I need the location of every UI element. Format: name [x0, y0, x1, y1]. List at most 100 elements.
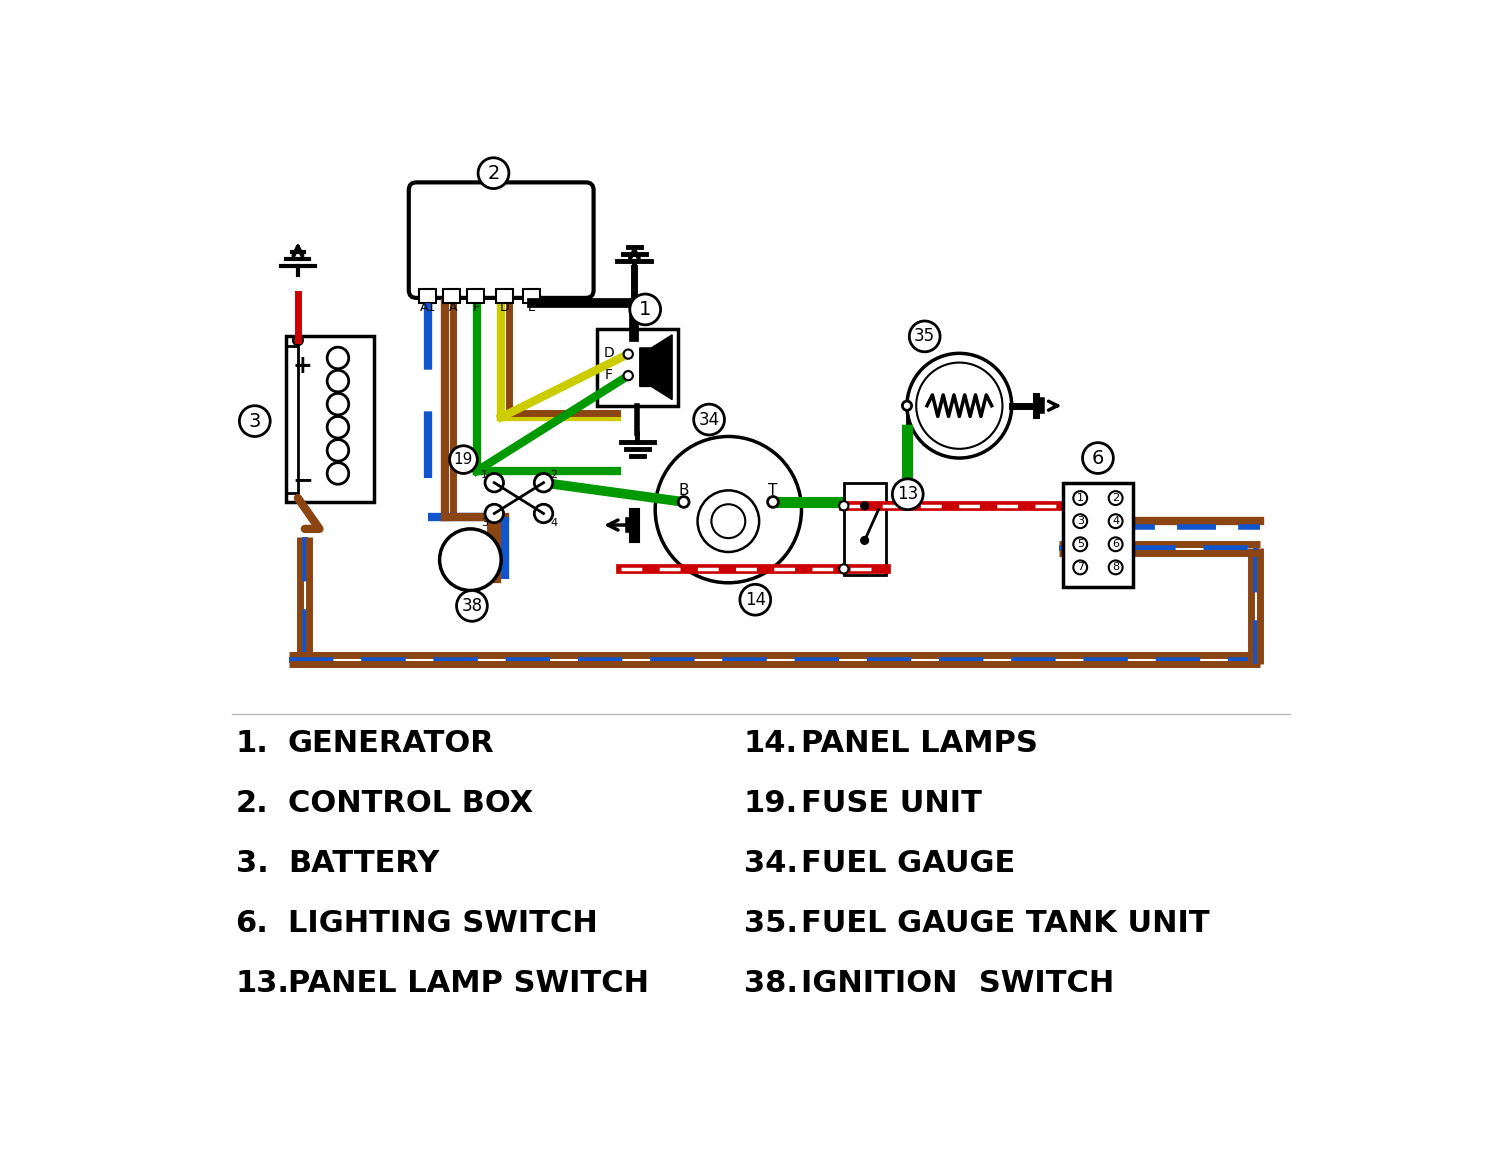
Bar	[444, 288, 460, 302]
Text: FUEL GAUGE: FUEL GAUGE	[802, 850, 1016, 879]
Text: −: −	[293, 468, 313, 492]
Text: 2: 2	[549, 470, 557, 480]
Text: FUSE UNIT: FUSE UNIT	[802, 789, 983, 818]
Circle shape	[916, 363, 1002, 449]
Text: 2: 2	[487, 163, 499, 183]
Text: E: E	[529, 301, 536, 314]
Text: LIGHTING SWITCH: LIGHTING SWITCH	[288, 909, 597, 938]
Circle shape	[1074, 560, 1087, 574]
Text: A: A	[448, 301, 457, 314]
Text: 35.: 35.	[744, 909, 797, 938]
Circle shape	[294, 336, 303, 345]
Text: 34.: 34.	[744, 850, 797, 879]
Text: D: D	[500, 301, 509, 314]
Circle shape	[456, 591, 487, 621]
Bar	[285, 336, 374, 502]
Text: 38: 38	[462, 596, 483, 615]
Circle shape	[535, 474, 552, 492]
Text: 8: 8	[1112, 562, 1120, 572]
Text: 19: 19	[454, 452, 474, 467]
Circle shape	[327, 462, 349, 484]
Circle shape	[478, 158, 509, 189]
Bar	[523, 288, 539, 302]
Text: 38.: 38.	[744, 970, 797, 998]
Text: 4: 4	[1112, 516, 1120, 526]
Circle shape	[903, 401, 912, 411]
Text: PANEL LAMP SWITCH: PANEL LAMP SWITCH	[288, 970, 649, 998]
Circle shape	[907, 354, 1011, 459]
Text: 7: 7	[1077, 562, 1084, 572]
Circle shape	[327, 440, 349, 461]
Text: A1: A1	[420, 301, 437, 314]
Text: 1.: 1.	[236, 729, 269, 759]
Text: 1: 1	[1077, 494, 1084, 503]
Text: PANEL LAMPS: PANEL LAMPS	[802, 729, 1038, 759]
Circle shape	[486, 474, 503, 492]
Text: 2.: 2.	[236, 789, 269, 818]
Circle shape	[679, 496, 689, 508]
Circle shape	[239, 406, 270, 436]
Circle shape	[839, 565, 848, 573]
Text: 1: 1	[639, 300, 652, 319]
Circle shape	[327, 347, 349, 369]
Text: 19.: 19.	[744, 789, 797, 818]
Text: 3: 3	[1077, 516, 1084, 526]
Text: 2: 2	[1112, 494, 1120, 503]
Circle shape	[768, 496, 778, 508]
Bar	[285, 345, 298, 492]
Text: D: D	[603, 347, 615, 361]
Circle shape	[892, 478, 924, 510]
Text: GENERATOR: GENERATOR	[288, 729, 495, 759]
Bar	[1063, 483, 1133, 587]
Circle shape	[624, 349, 633, 358]
Circle shape	[1109, 537, 1123, 551]
Circle shape	[327, 417, 349, 438]
Circle shape	[1083, 442, 1114, 474]
Circle shape	[1074, 537, 1087, 551]
Bar	[843, 483, 887, 575]
Circle shape	[450, 446, 477, 474]
Text: 1: 1	[481, 470, 487, 480]
Bar	[468, 288, 484, 302]
Text: 34: 34	[698, 411, 720, 428]
Text: 13: 13	[897, 485, 918, 503]
Text: BATTERY: BATTERY	[288, 850, 440, 879]
Circle shape	[909, 321, 940, 351]
Circle shape	[861, 502, 869, 510]
Circle shape	[486, 504, 503, 523]
Circle shape	[624, 371, 633, 380]
Polygon shape	[640, 335, 673, 399]
Text: 4: 4	[549, 518, 557, 529]
Circle shape	[1074, 491, 1087, 505]
Circle shape	[535, 504, 552, 523]
Circle shape	[698, 490, 759, 552]
Circle shape	[1074, 515, 1087, 529]
Text: +: +	[293, 354, 312, 378]
Text: IGNITION  SWITCH: IGNITION SWITCH	[802, 970, 1115, 998]
Circle shape	[327, 393, 349, 415]
Text: 3: 3	[248, 412, 261, 431]
Text: 6: 6	[1091, 448, 1105, 468]
Text: 5: 5	[1077, 539, 1084, 550]
Bar	[597, 329, 679, 406]
Text: 3.: 3.	[236, 850, 269, 879]
Bar	[419, 288, 435, 302]
Text: 35: 35	[915, 328, 936, 345]
Circle shape	[440, 529, 502, 591]
FancyBboxPatch shape	[408, 182, 594, 298]
Circle shape	[839, 501, 848, 510]
Circle shape	[740, 585, 771, 615]
Text: FUEL GAUGE TANK UNIT: FUEL GAUGE TANK UNIT	[802, 909, 1210, 938]
Circle shape	[655, 436, 802, 582]
Circle shape	[693, 404, 725, 435]
Text: F: F	[604, 368, 613, 382]
Circle shape	[861, 537, 869, 544]
Circle shape	[630, 294, 661, 324]
Text: 14.: 14.	[744, 729, 797, 759]
Text: T: T	[768, 483, 778, 498]
Bar	[496, 288, 512, 302]
Circle shape	[327, 370, 349, 392]
Text: F: F	[474, 301, 480, 314]
Circle shape	[1109, 515, 1123, 529]
Text: 6: 6	[1112, 539, 1120, 550]
